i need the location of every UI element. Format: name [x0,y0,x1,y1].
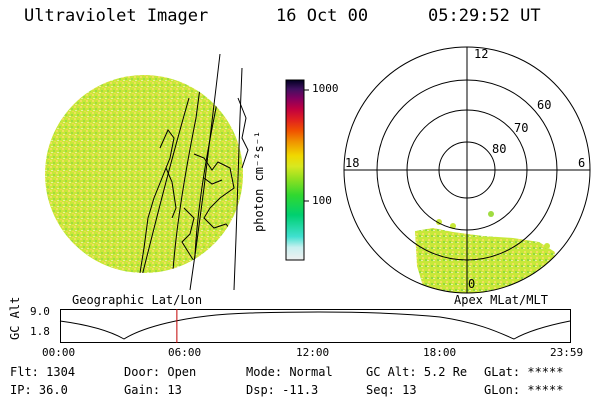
gc-alt-label: GC Alt: [366,365,417,379]
colorbar-tick-1000: 1000 [312,82,339,95]
colorbar-tick-100: 100 [312,194,332,207]
glon-field: GLon: ***** [484,383,563,397]
gc-alt-tick-9: 9.0 [30,305,50,318]
dsp-label: Dsp: [246,383,275,397]
mlt-label-18: 18 [345,156,360,170]
glat-field: GLat: ***** [484,365,563,379]
colorbar-unit-label: photon cm⁻²s⁻¹ [252,130,266,232]
seq-label: Seq: [366,383,395,397]
flt-field: Flt: 1304 [10,365,75,379]
seq-field: Seq: 13 [366,383,417,397]
glon-value: ***** [527,383,564,397]
gc-alt-axis-label: GC Alt [8,296,22,340]
mode-label: Mode: [246,365,283,379]
geographic-image [45,53,249,291]
gain-value: 13 [167,383,182,397]
gc-alt-curve [59,311,571,340]
coastline-offdisk [189,53,249,291]
ip-value: 36.0 [38,383,68,397]
mode-field: Mode: Normal [246,365,333,379]
mlt-label-0: 0 [468,277,476,291]
x-tick-2359: 23:59 [550,346,584,359]
gc-alt-field: GC Alt: 5.2 Re [366,365,467,379]
ip-field: IP: 36.0 [10,383,68,397]
glat-value: ***** [527,365,564,379]
gain-field: Gain: 13 [124,383,182,397]
glon-label: GLon: [484,383,521,397]
mlt-label-6: 6 [578,156,586,170]
apex-panel-label: Apex MLat/MLT [454,293,548,307]
seq-value: 13 [402,383,417,397]
door-label: Door: [124,365,161,379]
door-value: Open [167,365,197,379]
lat-label-80: 80 [492,142,507,156]
instrument-title: Ultraviolet Imager [24,6,209,26]
door-field: Door: Open [124,365,196,379]
geographic-panel-label: Geographic Lat/Lon [72,293,203,307]
dsp-value: -11.3 [282,383,319,397]
gc-alt-value: 5.2 Re [423,365,468,379]
ip-label: IP: [10,383,32,397]
auroral-region [415,228,555,293]
x-tick-1800: 18:00 [423,346,457,359]
gc-alt-plot [59,309,571,343]
lat-label-60: 60 [537,98,552,112]
flt-label: Flt: [10,365,39,379]
time-label: 05:29:52 UT [428,6,541,26]
mlt-label-12: 12 [474,47,489,61]
polar-plot [343,46,591,294]
mode-value: Normal [289,365,333,379]
gc-alt-tick-1.8: 1.8 [30,325,50,338]
earth-disk [45,75,243,273]
colorbar [285,79,309,261]
glat-label: GLat: [484,365,521,379]
x-tick-0600: 06:00 [168,346,202,359]
dsp-field: Dsp: -11.3 [246,383,318,397]
flt-value: 1304 [46,365,76,379]
x-tick-0000: 00:00 [42,346,76,359]
lat-label-70: 70 [514,121,529,135]
x-tick-1200: 12:00 [296,346,330,359]
date-label: 16 Oct 00 [276,6,369,26]
gain-label: Gain: [124,383,161,397]
